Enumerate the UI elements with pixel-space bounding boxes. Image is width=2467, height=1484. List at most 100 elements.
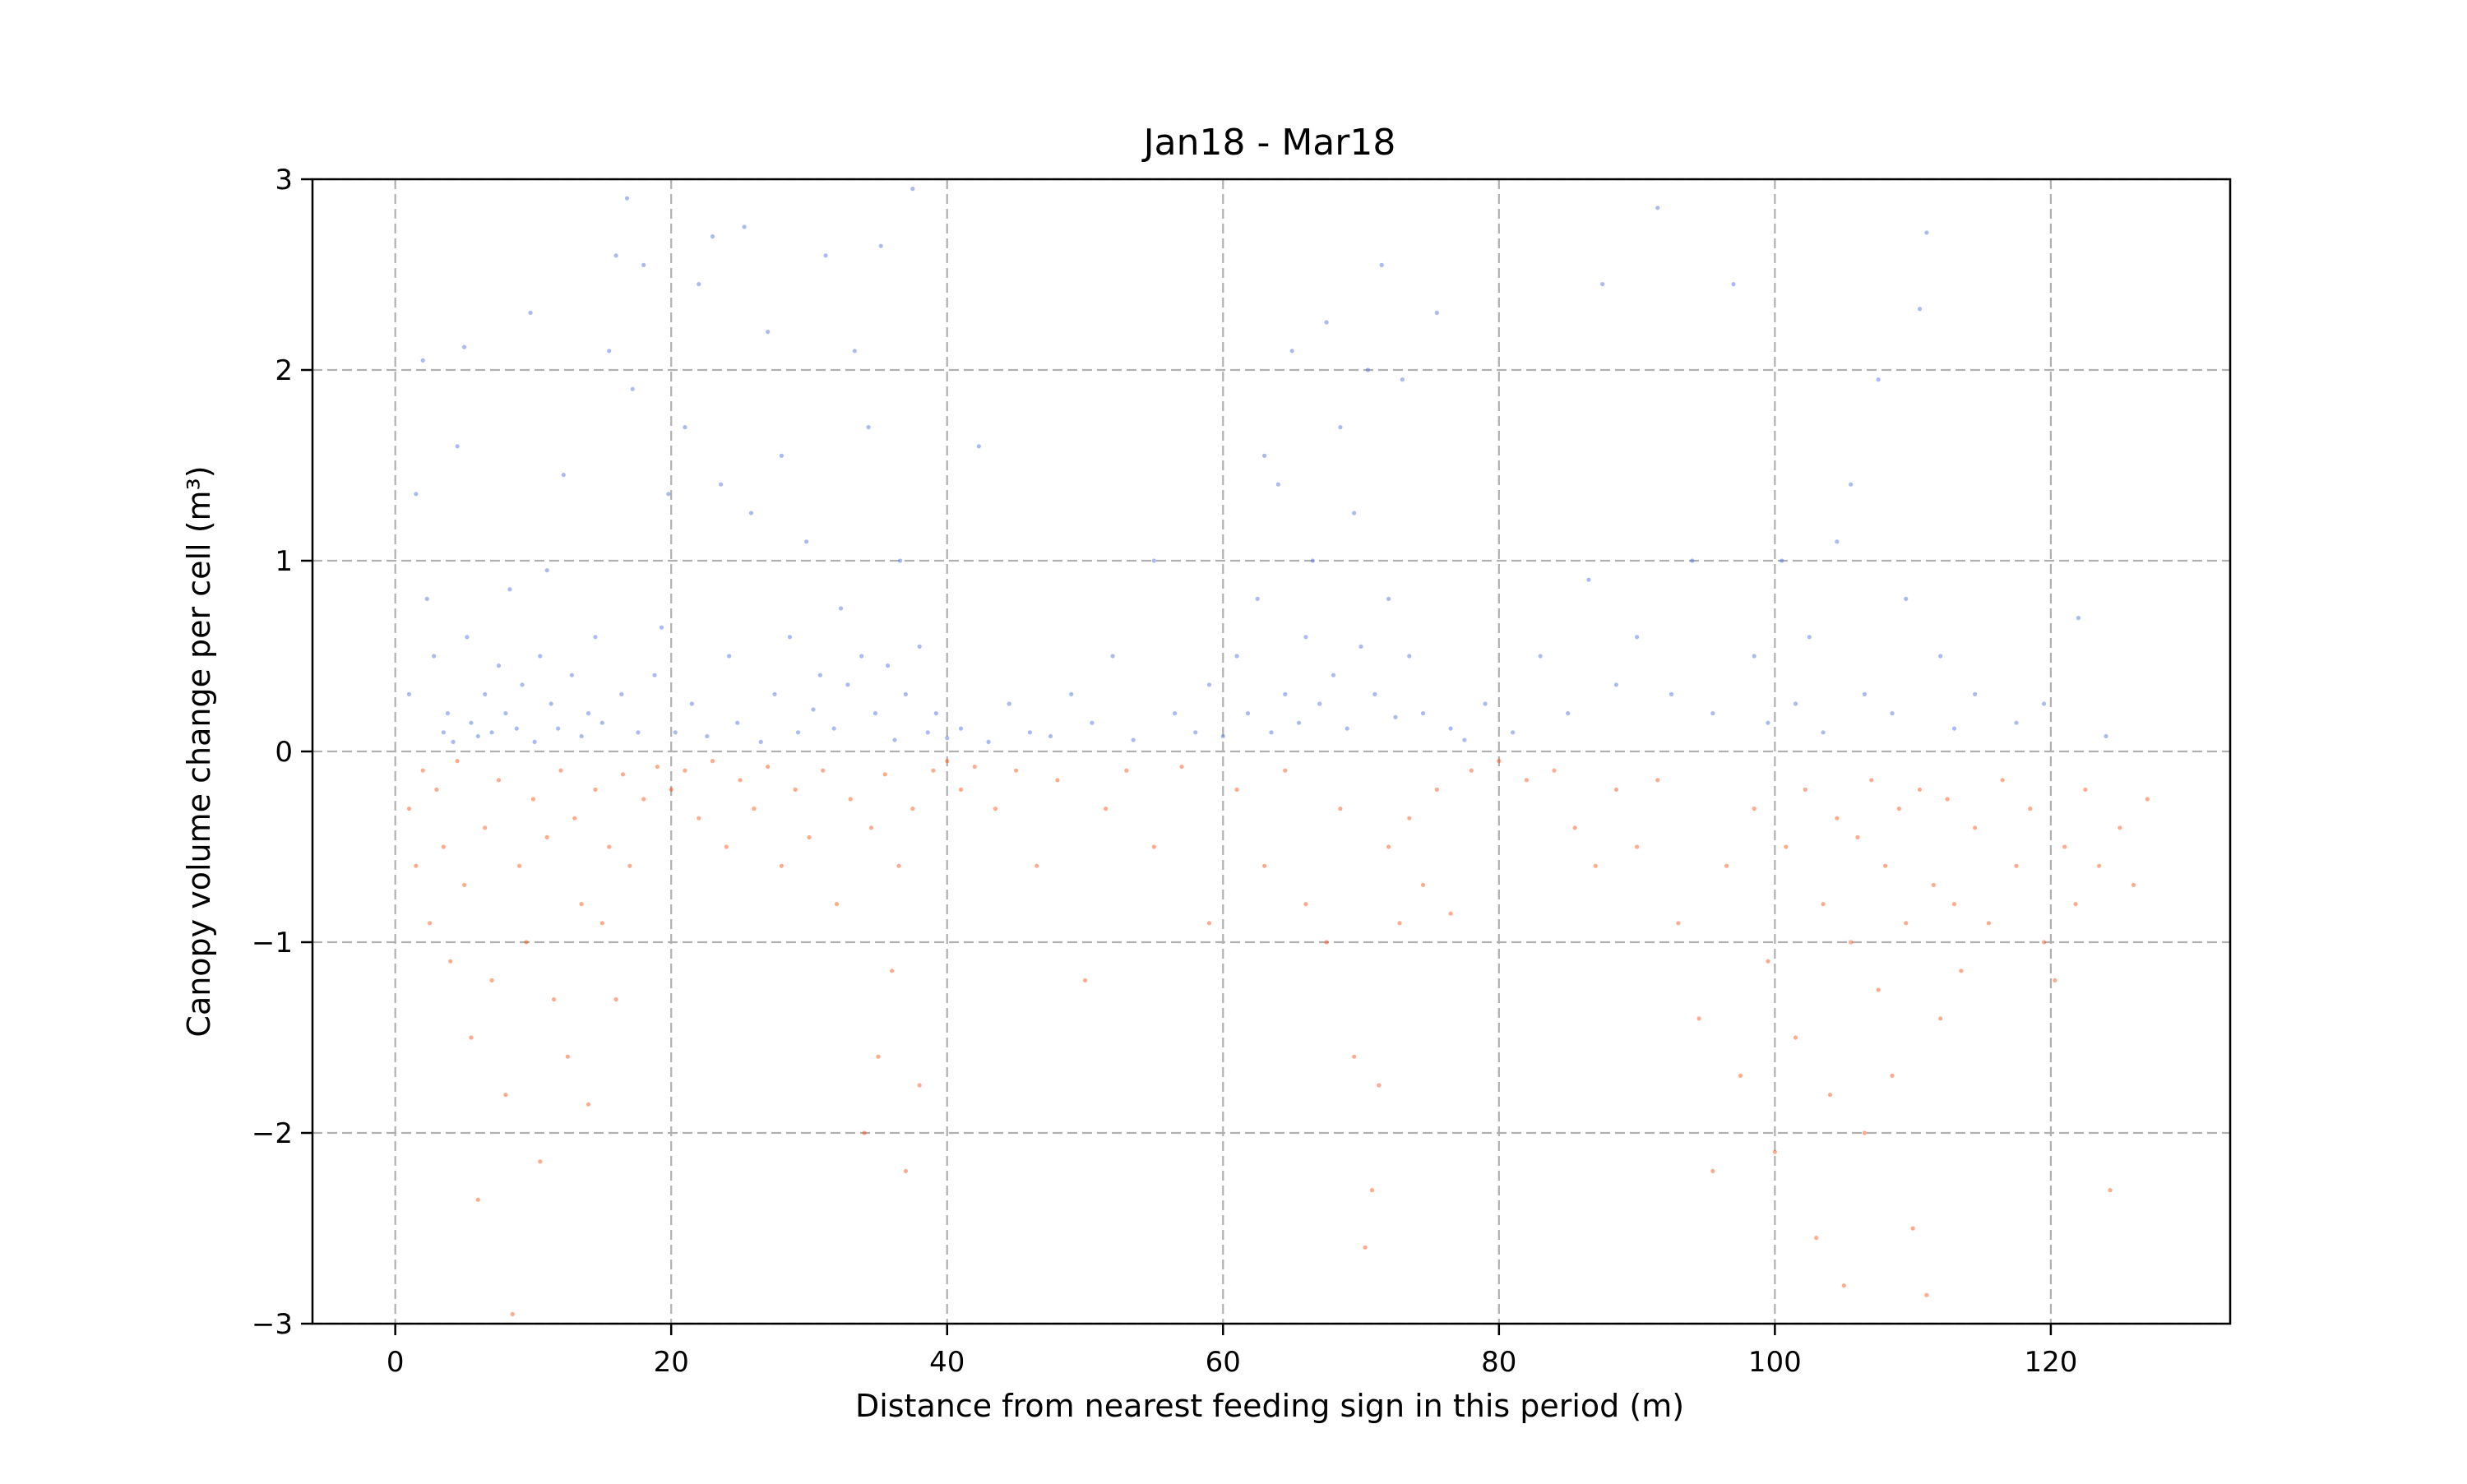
positive-change-point xyxy=(1538,654,1543,659)
positive-change-point xyxy=(1655,206,1660,210)
negative-change-point xyxy=(821,768,826,773)
positive-change-point xyxy=(986,739,991,745)
negative-change-point xyxy=(1407,816,1412,821)
positive-change-point xyxy=(1890,711,1895,716)
positive-change-point xyxy=(1007,701,1011,706)
negative-change-point xyxy=(2097,863,2102,868)
negative-change-point xyxy=(572,816,577,821)
positive-change-point xyxy=(1262,453,1267,459)
positive-change-point xyxy=(1193,730,1198,735)
negative-change-point xyxy=(766,764,771,770)
positive-change-point xyxy=(2041,701,2047,706)
positive-change-point xyxy=(866,425,871,430)
positive-change-point xyxy=(1876,377,1881,382)
x-tick-label: 80 xyxy=(1481,1346,1516,1379)
positive-change-point xyxy=(455,444,460,449)
positive-change-point xyxy=(1393,714,1398,719)
positive-change-point xyxy=(1586,577,1591,582)
positive-change-point xyxy=(1358,644,1363,650)
negative-change-point xyxy=(1951,902,1957,907)
negative-change-point xyxy=(483,825,488,830)
negative-change-point xyxy=(565,1054,570,1059)
positive-change-point xyxy=(1372,691,1377,697)
negative-change-point xyxy=(1363,1245,1368,1250)
positive-change-point xyxy=(1483,701,1488,706)
positive-change-point xyxy=(586,711,591,716)
negative-change-point xyxy=(538,1159,543,1164)
positive-change-point xyxy=(1752,654,1757,659)
positive-change-point xyxy=(1206,682,1212,687)
x-axis-label: Distance from nearest feeding sign in th… xyxy=(855,1388,1684,1424)
positive-change-point xyxy=(1090,720,1095,725)
positive-change-point xyxy=(1634,635,1640,640)
positive-change-point xyxy=(1255,596,1260,602)
negative-change-point xyxy=(1262,863,1267,868)
negative-change-point xyxy=(1572,825,1577,830)
negative-change-point xyxy=(1973,825,1978,830)
negative-change-point xyxy=(1931,882,1936,887)
positive-change-point xyxy=(823,253,828,258)
negative-change-point xyxy=(890,969,895,973)
positive-change-point xyxy=(1110,654,1115,659)
positive-change-point xyxy=(469,720,474,725)
negative-change-point xyxy=(599,921,604,926)
x-tick-label: 60 xyxy=(1206,1346,1241,1379)
positive-change-point xyxy=(958,726,964,731)
positive-change-point xyxy=(917,644,922,650)
negative-change-point xyxy=(1772,1149,1777,1154)
positive-change-point xyxy=(683,425,687,430)
negative-change-point xyxy=(1882,863,1888,868)
negative-change-point xyxy=(489,978,494,982)
negative-change-point xyxy=(496,778,502,783)
negative-change-point xyxy=(1352,1054,1357,1059)
negative-change-point xyxy=(1377,1083,1382,1088)
negative-change-point xyxy=(738,778,743,783)
positive-change-point xyxy=(1048,733,1053,739)
negative-change-point xyxy=(655,764,660,770)
positive-change-point xyxy=(414,492,419,497)
negative-change-point xyxy=(1959,969,1964,973)
negative-change-point xyxy=(1634,844,1640,849)
negative-change-point xyxy=(1324,940,1329,945)
negative-change-point xyxy=(2131,882,2136,887)
positive-change-point xyxy=(1793,701,1798,706)
negative-change-point xyxy=(1151,844,1156,849)
negative-change-point xyxy=(1904,921,1909,926)
positive-change-point xyxy=(859,654,864,659)
positive-change-point xyxy=(666,492,671,497)
negative-change-point xyxy=(1676,921,1681,926)
positive-change-point xyxy=(406,691,412,697)
positive-change-point xyxy=(514,726,519,731)
positive-change-point xyxy=(544,568,549,573)
positive-change-point xyxy=(1234,654,1239,659)
negative-change-point xyxy=(1896,807,1901,811)
negative-change-point xyxy=(1841,1283,1846,1288)
negative-change-point xyxy=(1593,863,1598,868)
positive-change-point xyxy=(872,711,878,716)
positive-change-point xyxy=(1448,726,1453,731)
y-axis-label: Canopy volume change per cell (m³) xyxy=(181,465,217,1037)
negative-change-point xyxy=(544,834,549,840)
positive-change-point xyxy=(689,701,694,706)
positive-change-point xyxy=(779,453,785,459)
positive-change-point xyxy=(1379,262,1384,267)
negative-change-point xyxy=(1055,778,1060,783)
positive-change-point xyxy=(496,663,502,668)
negative-change-point xyxy=(406,807,412,811)
positive-change-point xyxy=(1317,701,1322,706)
negative-change-point xyxy=(1814,1236,1819,1241)
positive-change-point xyxy=(1462,737,1467,742)
negative-change-point xyxy=(683,768,687,773)
negative-change-point xyxy=(807,834,812,840)
positive-change-point xyxy=(1613,682,1619,687)
positive-change-point xyxy=(1600,282,1605,287)
chart-title: Jan18 - Mar18 xyxy=(1141,122,1396,164)
positive-change-point xyxy=(532,739,537,745)
positive-change-point xyxy=(1420,711,1426,716)
negative-change-point xyxy=(1420,882,1426,887)
y-tick-label: −2 xyxy=(252,1117,293,1150)
negative-change-point xyxy=(1986,921,1992,926)
negative-change-point xyxy=(469,1035,474,1040)
negative-change-point xyxy=(1104,807,1109,811)
